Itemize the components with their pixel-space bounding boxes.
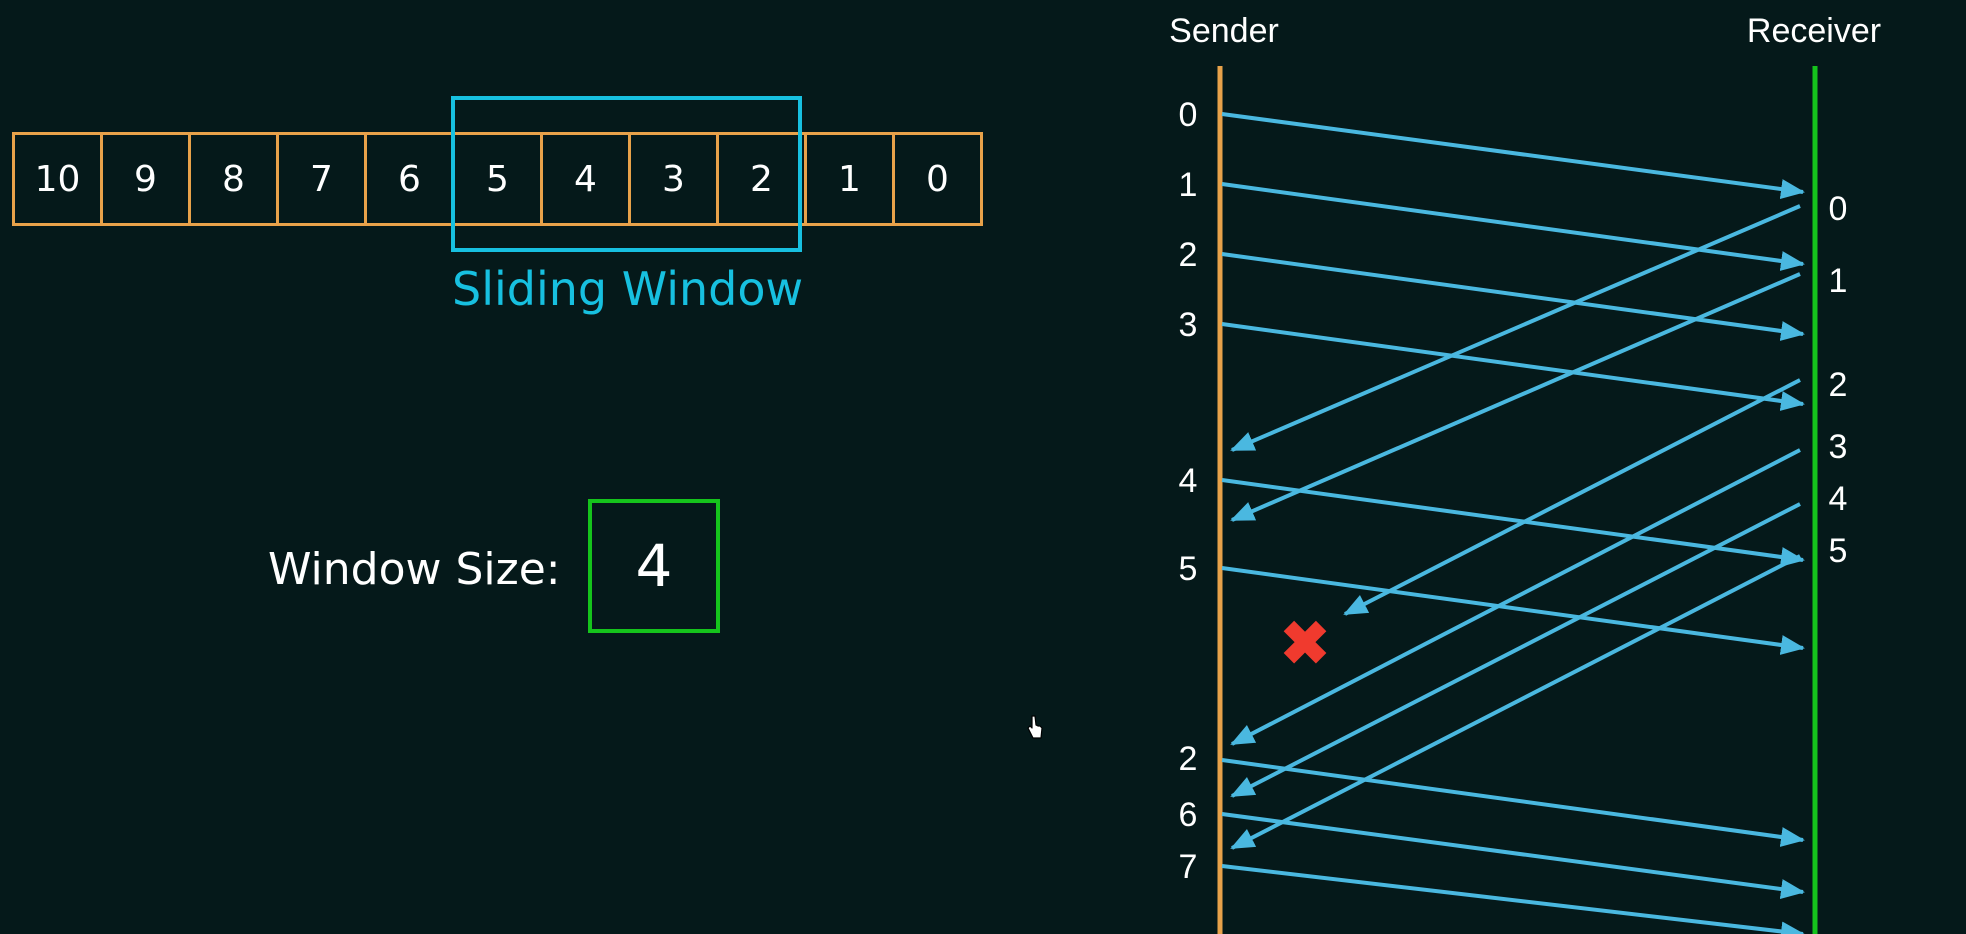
frame-arrow xyxy=(1221,322,1805,411)
sender-seq-number: 0 xyxy=(1179,96,1198,134)
frame-buffer: 10 9 8 7 6 5 4 3 2 1 0 xyxy=(12,132,983,226)
frame-arrow xyxy=(1221,182,1805,271)
sender-seq-number: 3 xyxy=(1179,306,1198,344)
sender-seq-number: 5 xyxy=(1179,550,1198,588)
ack-arrow xyxy=(1230,272,1801,522)
receiver-label: Receiver xyxy=(1747,12,1881,50)
frame-arrow xyxy=(1221,252,1805,341)
receiver-seq-number: 2 xyxy=(1829,366,1848,404)
sender-seq-number: 6 xyxy=(1179,796,1198,834)
frame-arrow xyxy=(1221,478,1805,567)
frame-arrow xyxy=(1221,566,1805,655)
window-size-label: Window Size: xyxy=(268,544,561,595)
sender-seq-number: 4 xyxy=(1179,462,1198,500)
buffer-cell: 2 xyxy=(719,135,807,223)
receiver-seq-number: 5 xyxy=(1829,532,1848,570)
ack-arrow xyxy=(1230,554,1801,850)
hand-cursor-icon xyxy=(1027,715,1043,739)
lost-ack-marker: ✖ xyxy=(1280,610,1330,677)
sender-seq-number: 2 xyxy=(1179,740,1198,778)
receiver-seq-number: 3 xyxy=(1829,428,1848,466)
ack-arrow xyxy=(1230,448,1801,746)
sender-seq-number: 7 xyxy=(1179,848,1198,886)
buffer-cell: 1 xyxy=(807,135,895,223)
buffer-cell: 3 xyxy=(631,135,719,223)
sliding-window-frame xyxy=(451,96,802,252)
buffer-cell: 4 xyxy=(543,135,631,223)
receiver-seq-number: 1 xyxy=(1829,262,1848,300)
window-size-value: 4 xyxy=(588,499,720,633)
buffer-cell: 10 xyxy=(15,135,103,223)
frame-arrow xyxy=(1221,112,1805,199)
sender-label: Sender xyxy=(1169,12,1279,50)
sender-seq-number: 2 xyxy=(1179,236,1198,274)
frame-arrow xyxy=(1221,812,1805,899)
frame-arrow xyxy=(1221,864,1805,934)
ack-arrow xyxy=(1230,204,1801,452)
buffer-cell: 9 xyxy=(103,135,191,223)
buffer-cell: 8 xyxy=(191,135,279,223)
buffer-cell: 7 xyxy=(279,135,367,223)
buffer-cell: 5 xyxy=(455,135,543,223)
buffer-cell: 0 xyxy=(895,135,983,223)
sliding-window-label: Sliding Window xyxy=(452,262,804,316)
receiver-seq-number: 0 xyxy=(1829,190,1848,228)
ack-arrow-lost xyxy=(1343,378,1801,616)
frame-arrow xyxy=(1221,758,1805,847)
ack-arrow xyxy=(1230,502,1801,798)
sender-seq-number: 1 xyxy=(1179,166,1198,204)
receiver-seq-number: 4 xyxy=(1829,480,1848,518)
